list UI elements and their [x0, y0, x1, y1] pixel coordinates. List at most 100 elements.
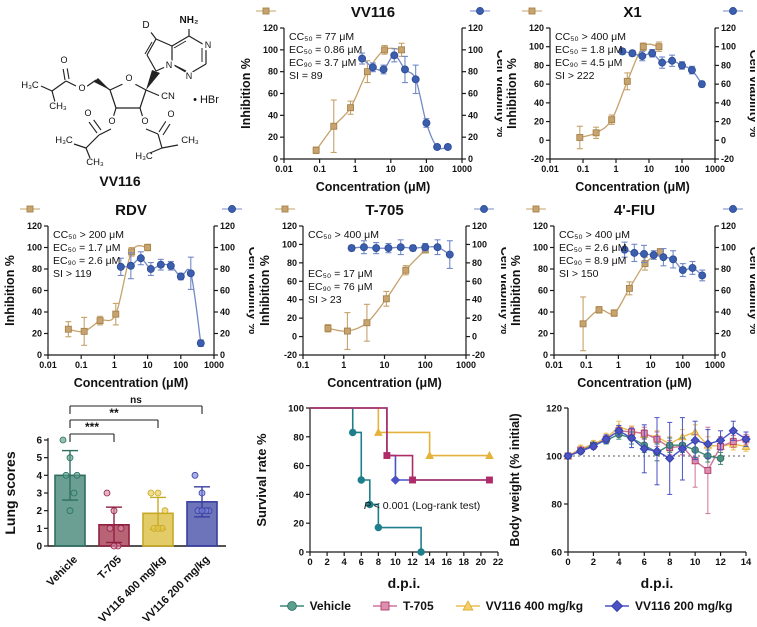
viability-series: [358, 48, 452, 151]
molecule-drawing: NH₂ D N N N O CN • HBr O O O O O O H₃C CH₃ H₃C CH₃ H₃C CH₃: [21, 11, 219, 168]
svg-text:d.p.i.: d.p.i.: [641, 575, 674, 591]
figure-legend: Vehicle T-705 VV116 400 mg/kg VV116 200 mg/…: [255, 599, 755, 613]
svg-text:H₃C: H₃C: [21, 80, 39, 91]
svg-text:4: 4: [616, 557, 622, 568]
axis-legend-markers: [256, 7, 490, 15]
svg-text:0: 0: [307, 557, 312, 568]
svg-text:0: 0: [472, 332, 477, 342]
svg-text:CC₅₀ > 200 μM: CC₅₀ > 200 μM: [53, 229, 124, 241]
svg-text:120: 120: [533, 221, 548, 231]
svg-text:0: 0: [299, 548, 304, 559]
svg-text:6: 6: [359, 557, 364, 568]
legend-item-label: VV116 400 mg/kg: [485, 599, 584, 613]
svg-text:22: 22: [493, 557, 504, 568]
svg-text:80: 80: [721, 264, 731, 274]
svg-text:1000: 1000: [456, 360, 476, 370]
molecule-structure-svg: NH₂ D N N N O CN • HBr O O O O O O H₃C CH₃ H₃C CH₃ H₃C CH₃ V…: [21, 11, 219, 189]
svg-text:20: 20: [476, 557, 487, 568]
legend-item-label: T-705: [402, 599, 434, 613]
svg-text:0: 0: [539, 135, 544, 145]
svg-text:80: 80: [268, 67, 278, 77]
svg-text:Inhibition %: Inhibition %: [258, 255, 272, 326]
svg-text:Concentration (μM): Concentration (μM): [577, 376, 692, 390]
svg-text:100: 100: [419, 164, 434, 174]
diamond-marker-icon: [605, 599, 630, 613]
svg-text:VV116: VV116: [351, 4, 395, 21]
svg-text:H₃C: H₃C: [135, 151, 153, 162]
svg-text:20: 20: [220, 329, 230, 339]
svg-text:EC₅₀ = 0.86 μM: EC₅₀ = 0.86 μM: [289, 44, 362, 56]
svg-text:40: 40: [268, 110, 278, 120]
svg-text:0.01: 0.01: [39, 360, 57, 370]
svg-text:Body weight (% initial): Body weight (% initial): [508, 413, 522, 546]
svg-text:X1: X1: [623, 4, 641, 21]
svg-text:60: 60: [721, 79, 731, 89]
svg-text:20: 20: [268, 132, 278, 142]
svg-text:40: 40: [293, 490, 304, 501]
svg-text:80: 80: [32, 264, 42, 274]
svg-text:O: O: [60, 55, 67, 65]
svg-text:80: 80: [472, 258, 482, 268]
legend-item-0: Vehicle: [278, 599, 351, 613]
svg-text:100: 100: [721, 243, 736, 253]
svg-text:2: 2: [36, 506, 42, 517]
axis-legend-markers: [526, 205, 743, 213]
axes: 0 2 4 6 8 10 12 14 60 80 100 120: [546, 404, 752, 569]
svg-text:100: 100: [674, 164, 689, 174]
svg-text:Survival rate %: Survival rate %: [254, 433, 269, 527]
svg-text:1: 1: [353, 164, 358, 174]
svg-text:Concentration (μM): Concentration (μM): [316, 180, 431, 194]
svg-text:40: 40: [538, 307, 548, 317]
viability-series: [620, 241, 707, 282]
svg-text:Inhibition %: Inhibition %: [505, 58, 519, 129]
svg-text:CC₅₀ > 400 μM: CC₅₀ > 400 μM: [555, 31, 626, 43]
bodyweight-chart: 0 2 4 6 8 10 12 14 60 80 100 120 Body weight (% init…: [508, 404, 752, 592]
bw-series-3: [563, 417, 751, 495]
svg-text:10: 10: [690, 557, 701, 568]
significance-brackets: *****ns: [69, 395, 203, 442]
svg-text:10: 10: [390, 557, 401, 568]
survival-series-3: [310, 407, 493, 484]
svg-text:RDV: RDV: [115, 202, 147, 219]
svg-text:40: 40: [32, 307, 42, 317]
svg-text:0: 0: [721, 135, 726, 145]
svg-text:VV116: VV116: [99, 173, 140, 189]
axis-legend-markers: [522, 7, 743, 15]
svg-text:EC₅₀ = 2.6 μM: EC₅₀ = 2.6 μM: [559, 242, 626, 254]
inhibition-series: [576, 41, 663, 150]
svg-text:O: O: [84, 108, 91, 118]
svg-text:0: 0: [37, 350, 42, 360]
svg-text:80: 80: [220, 264, 230, 274]
svg-text:60: 60: [721, 286, 731, 296]
survival-series-1: [310, 407, 494, 459]
viability-series: [347, 239, 454, 269]
svg-text:100: 100: [288, 404, 304, 415]
svg-text:Cell viability %: Cell viability %: [747, 247, 755, 335]
svg-text:80: 80: [551, 500, 562, 511]
svg-text:20: 20: [472, 313, 482, 323]
svg-text:EC₅₀ = 17 μM: EC₅₀ = 17 μM: [308, 268, 373, 280]
svg-text:6: 6: [36, 436, 42, 447]
svg-text:N: N: [205, 40, 212, 50]
svg-text:D: D: [142, 20, 149, 31]
svg-text:120: 120: [282, 221, 297, 231]
svg-text:**: **: [109, 406, 119, 420]
svg-text:EC₉₀ = 2.6 μM: EC₉₀ = 2.6 μM: [53, 255, 120, 267]
svg-text:10: 10: [644, 164, 654, 174]
svg-text:4: 4: [36, 471, 42, 482]
svg-text:100: 100: [529, 42, 544, 52]
svg-text:80: 80: [721, 60, 731, 70]
svg-text:SI > 222: SI > 222: [555, 70, 595, 82]
triangle-marker-icon: [455, 600, 480, 611]
svg-text:40: 40: [721, 98, 731, 108]
svg-text:Inhibition %: Inhibition %: [239, 58, 253, 129]
svg-text:40: 40: [721, 307, 731, 317]
